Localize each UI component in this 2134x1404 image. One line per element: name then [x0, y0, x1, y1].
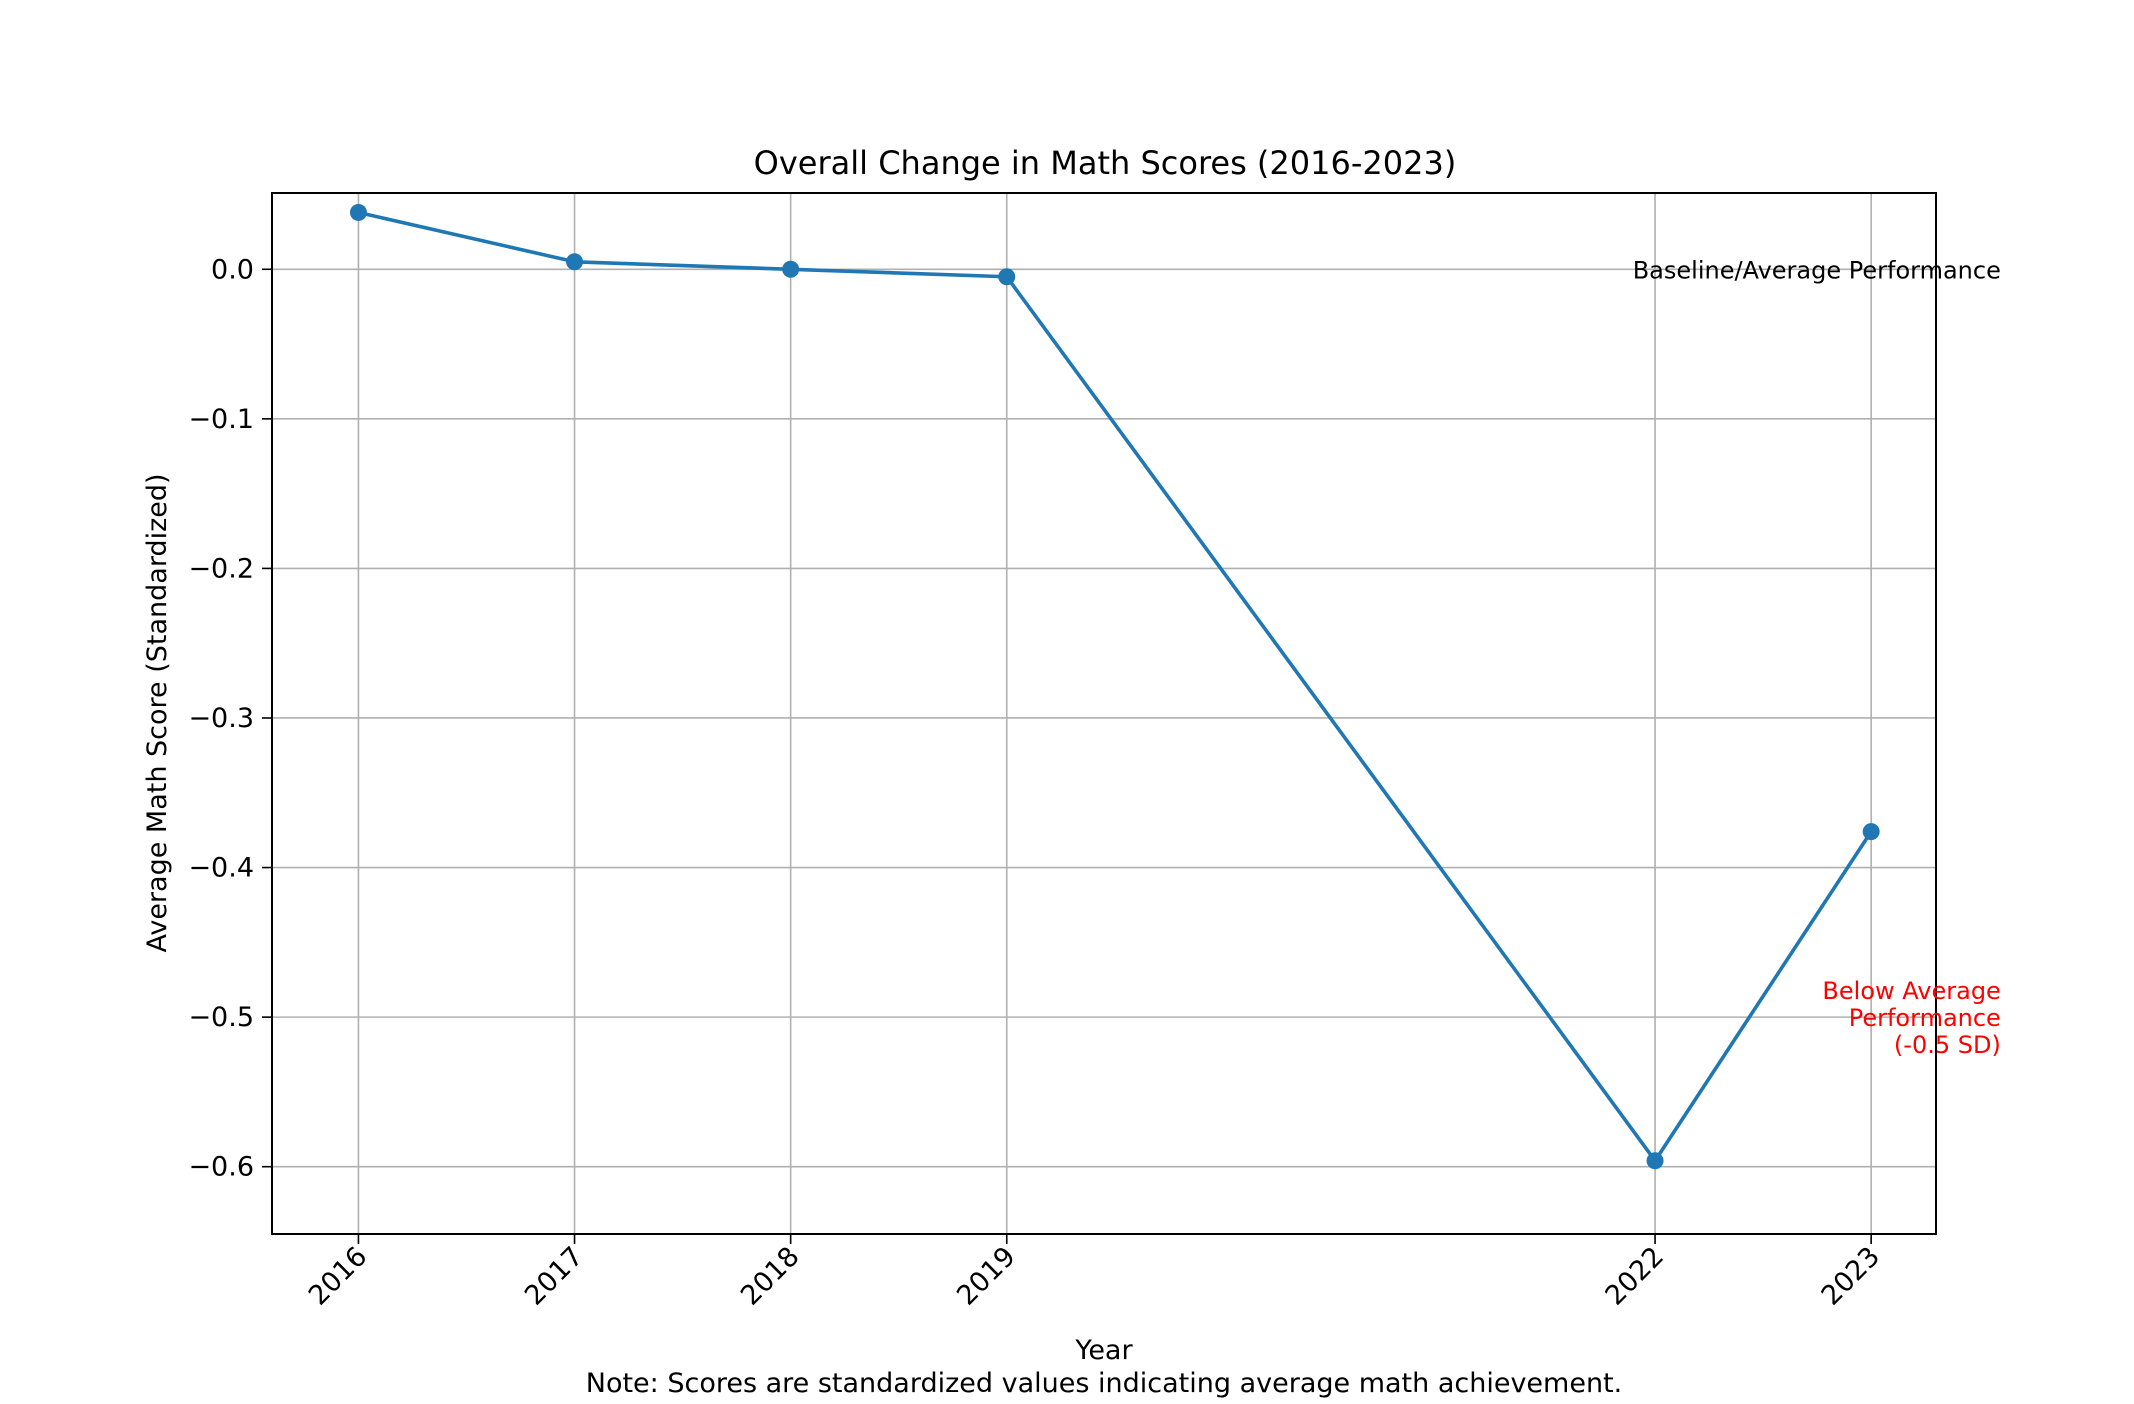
data-point [1862, 823, 1880, 841]
chart-note: Note: Scores are standardized values ind… [586, 1368, 1622, 1399]
annotation-text: Baseline/Average Performance [1633, 256, 2001, 284]
data-point [349, 203, 367, 221]
x-axis-label: Year [1074, 1335, 1133, 1366]
chart-title: Overall Change in Math Scores (2016-2023… [754, 144, 1457, 182]
annotation-layer: Baseline/Average Performance Below Averag… [1633, 256, 2001, 1059]
y-tick-label: 0.0 [211, 254, 254, 285]
plot-area-frame [271, 192, 1937, 1235]
data-point [998, 268, 1016, 286]
series-line [358, 210, 1873, 1163]
y-axis-ticks: 0.0 −0.1 −0.2 −0.3 −0.4 −0.5 −0.6 [188, 254, 272, 1183]
y-axis-label: Average Math Score (Standardized) [142, 473, 173, 952]
data-point [782, 260, 800, 278]
y-tick-label: −0.4 [188, 853, 254, 884]
annotation-text: Below Average [1822, 977, 2000, 1005]
annotation-text: Performance [1849, 1004, 2001, 1032]
y-tick-label: −0.2 [188, 553, 254, 584]
y-tick-label: −0.5 [188, 1002, 254, 1033]
data-point [1646, 1152, 1664, 1170]
y-tick-label: −0.1 [188, 404, 254, 435]
data-point [566, 253, 584, 271]
y-tick-label: −0.6 [188, 1152, 254, 1183]
y-tick-label: −0.3 [188, 703, 254, 734]
annotation-text: (-0.5 SD) [1894, 1031, 2001, 1059]
series-layer [349, 203, 1880, 1170]
